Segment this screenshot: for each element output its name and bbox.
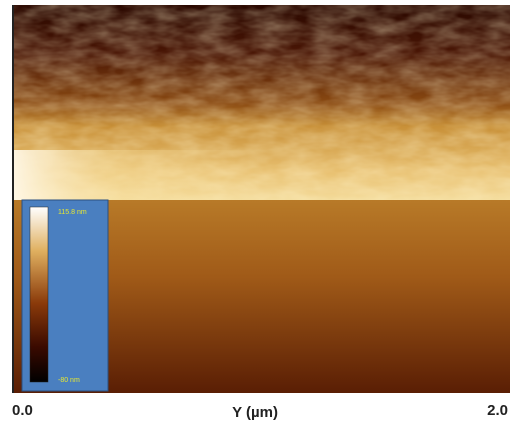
figure: 115.8 nm -80 nm 0.0 Y (µm) 2.0 [0,0,513,425]
page: {"image": {"x_axis": {"label": "Y (µm)",… [0,0,513,425]
x-tick-label: 2.0 [487,402,508,419]
bright-edge [13,150,510,201]
colorbar-max: 115.8 nm [58,209,87,216]
colorbar-min: -80 nm [58,377,80,384]
x-axis-label: Y (µm) [232,404,278,421]
colorbar: 115.8 nm -80 nm [22,200,108,391]
x-tick-label: 0.0 [12,402,33,419]
colorbar-scale [30,207,48,382]
